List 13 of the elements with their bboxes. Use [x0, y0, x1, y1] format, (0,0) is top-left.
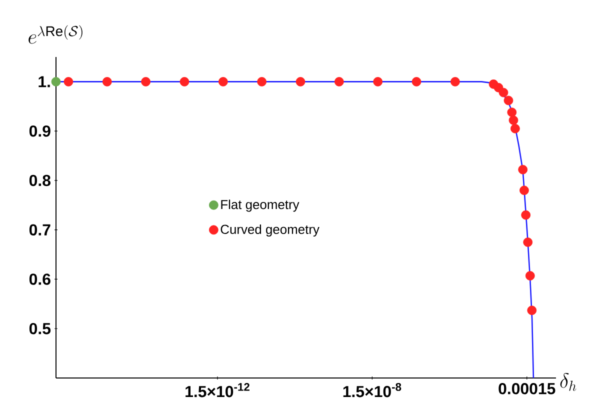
y-tick-label: 0.6: [29, 274, 50, 285]
legend-label: Curved geometry: [220, 224, 320, 237]
y-tick-label: 0.7: [29, 224, 50, 236]
x-axis-title: $\delta_h$: [560, 372, 576, 391]
y-tick-label: 0.9: [29, 125, 50, 137]
x-tick-label: 1.5×10$^{-8}$: [343, 383, 402, 398]
x-tick-label: 1.5×10$^{-12}$: [186, 383, 250, 398]
y-axis-title: $e^{\lambda \mathrm{Re}(\mathcal{S})}$: [28, 25, 82, 44]
y-tick-label: 0.5: [29, 322, 51, 334]
legend-label: Flat geometry: [221, 200, 300, 212]
y-tick-label: 1.: [38, 76, 50, 88]
y-tick-label: 0.8: [29, 174, 50, 186]
x-tick-label: 0.00015: [498, 383, 556, 394]
